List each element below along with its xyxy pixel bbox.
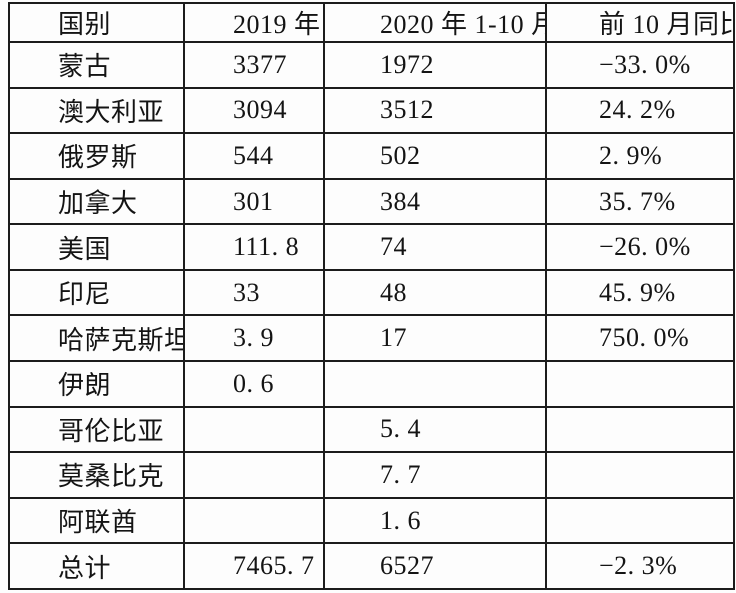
country-cell: 美国 bbox=[8, 223, 185, 271]
country-cell: 莫桑比克 bbox=[8, 451, 185, 499]
yoy-cell: −26. 0% bbox=[545, 223, 735, 271]
value-2019-cell: 111. 8 bbox=[183, 223, 325, 271]
col-header-yoy: 前 10 月同比 bbox=[545, 2, 735, 43]
value-2020-cell: 1. 6 bbox=[323, 496, 547, 545]
value-2019-cell: 301 bbox=[183, 177, 325, 226]
value-2019-cell: 3377 bbox=[183, 41, 325, 89]
yoy-cell bbox=[545, 496, 735, 545]
yoy-cell: −33. 0% bbox=[545, 41, 735, 89]
yoy-cell: 24. 2% bbox=[545, 86, 735, 135]
yoy-cell: 35. 7% bbox=[545, 177, 735, 226]
value-2020-cell: 48 bbox=[323, 268, 547, 317]
table-row: 哈萨克斯坦 3. 9 17 750. 0% bbox=[8, 314, 735, 363]
country-cell: 总计 bbox=[8, 542, 185, 590]
value-2020-cell: 17 bbox=[323, 314, 547, 363]
table-row: 加拿大 301 384 35. 7% bbox=[8, 177, 735, 226]
value-2019-cell bbox=[183, 451, 325, 499]
value-2019-cell: 33 bbox=[183, 268, 325, 317]
value-2020-cell: 3512 bbox=[323, 86, 547, 135]
value-2020-cell: 1972 bbox=[323, 41, 547, 89]
yoy-cell: 2. 9% bbox=[545, 132, 735, 180]
col-header-country: 国别 bbox=[8, 2, 185, 43]
value-2019-cell: 544 bbox=[183, 132, 325, 180]
country-cell: 伊朗 bbox=[8, 360, 185, 408]
value-2020-cell bbox=[323, 360, 547, 408]
country-cell: 印尼 bbox=[8, 268, 185, 317]
table-row: 莫桑比克 7. 7 bbox=[8, 451, 735, 499]
country-cell: 加拿大 bbox=[8, 177, 185, 226]
country-cell: 阿联酋 bbox=[8, 496, 185, 545]
value-2019-cell: 7465. 7 bbox=[183, 542, 325, 590]
country-cell: 哥伦比亚 bbox=[8, 405, 185, 454]
table-row: 美国 111. 8 74 −26. 0% bbox=[8, 223, 735, 271]
value-2019-cell bbox=[183, 496, 325, 545]
table-row: 伊朗 0. 6 bbox=[8, 360, 735, 408]
value-2019-cell: 3. 9 bbox=[183, 314, 325, 363]
coal-import-table: 国别 2019 年 2020 年 1-10 月 前 10 月同比 蒙古 3377… bbox=[8, 2, 735, 590]
value-2020-cell: 74 bbox=[323, 223, 547, 271]
value-2019-cell: 3094 bbox=[183, 86, 325, 135]
table-row: 阿联酋 1. 6 bbox=[8, 496, 735, 545]
country-cell: 蒙古 bbox=[8, 41, 185, 89]
yoy-cell: 750. 0% bbox=[545, 314, 735, 363]
header-row: 国别 2019 年 2020 年 1-10 月 前 10 月同比 bbox=[8, 2, 735, 43]
table-row: 印尼 33 48 45. 9% bbox=[8, 268, 735, 317]
yoy-cell bbox=[545, 405, 735, 454]
yoy-cell bbox=[545, 360, 735, 408]
table-row: 俄罗斯 544 502 2. 9% bbox=[8, 132, 735, 180]
table-row: 蒙古 3377 1972 −33. 0% bbox=[8, 41, 735, 89]
table-row: 澳大利亚 3094 3512 24. 2% bbox=[8, 86, 735, 135]
col-header-2019: 2019 年 bbox=[183, 2, 325, 43]
value-2019-cell: 0. 6 bbox=[183, 360, 325, 408]
yoy-cell bbox=[545, 451, 735, 499]
yoy-cell: −2. 3% bbox=[545, 542, 735, 590]
value-2020-cell: 7. 7 bbox=[323, 451, 547, 499]
value-2020-cell: 5. 4 bbox=[323, 405, 547, 454]
value-2020-cell: 384 bbox=[323, 177, 547, 226]
col-header-2020-1-10: 2020 年 1-10 月 bbox=[323, 2, 547, 43]
value-2020-cell: 502 bbox=[323, 132, 547, 180]
country-cell: 澳大利亚 bbox=[8, 86, 185, 135]
value-2020-cell: 6527 bbox=[323, 542, 547, 590]
country-cell: 俄罗斯 bbox=[8, 132, 185, 180]
yoy-cell: 45. 9% bbox=[545, 268, 735, 317]
table-row: 哥伦比亚 5. 4 bbox=[8, 405, 735, 454]
value-2019-cell bbox=[183, 405, 325, 454]
table-row-total: 总计 7465. 7 6527 −2. 3% bbox=[8, 542, 735, 590]
country-cell: 哈萨克斯坦 bbox=[8, 314, 185, 363]
